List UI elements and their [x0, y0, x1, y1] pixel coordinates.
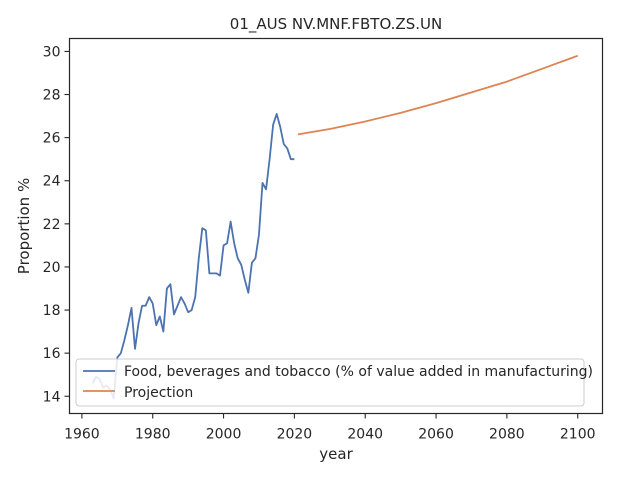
x-tick-label: 2080 [489, 427, 525, 443]
y-tick-label: 24 [43, 174, 61, 190]
y-axis: 14 16 18 20 22 24 26 28 30 [43, 44, 70, 405]
x-tick-label: 1980 [135, 427, 171, 443]
y-tick-label: 14 [43, 389, 61, 405]
y-tick-label: 16 [43, 346, 61, 362]
y-tick-label: 18 [43, 303, 61, 319]
y-axis-label: Proportion % [15, 178, 33, 274]
y-tick-label: 26 [43, 131, 61, 147]
x-tick-label: 1960 [64, 427, 100, 443]
chart-title: 01_AUS NV.MNF.FBTO.ZS.UN [230, 15, 442, 34]
plot-frame [68, 37, 604, 415]
x-tick-label: 2040 [347, 427, 383, 443]
legend-label-series-2: Projection [124, 385, 193, 401]
y-tick-label: 20 [43, 260, 61, 276]
x-tick-label: 2060 [418, 427, 454, 443]
y-tick-label: 28 [43, 88, 61, 104]
x-tick-label: 2100 [560, 427, 596, 443]
series-layer [91, 54, 579, 400]
x-tick-label: 2020 [277, 427, 313, 443]
y-tick-label: 30 [43, 44, 61, 60]
y-tick-label: 22 [43, 217, 61, 233]
series-line-1 [91, 113, 295, 400]
legend: Food, beverages and tobacco (% of value … [75, 358, 593, 407]
series-line-2 [297, 54, 579, 136]
x-axis: 1960 1980 2000 2020 2040 2060 2080 2100 [64, 413, 596, 443]
plot-area [91, 54, 579, 400]
legend-box [75, 358, 585, 407]
x-tick-label: 2000 [206, 427, 242, 443]
x-axis-label: year [319, 445, 353, 463]
legend-label-series-1: Food, beverages and tobacco (% of value … [124, 364, 593, 380]
